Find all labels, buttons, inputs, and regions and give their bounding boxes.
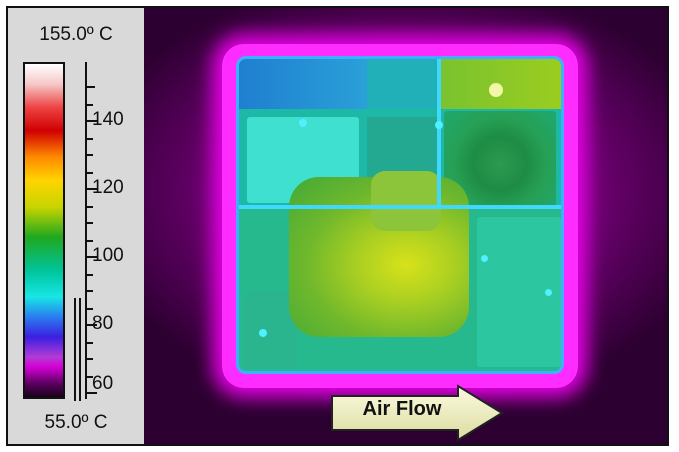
scale-tick — [87, 188, 97, 190]
scale-tick-label: 120 — [92, 177, 124, 198]
board-hot-spot-top — [371, 171, 441, 231]
circuit-board — [236, 56, 564, 374]
scale-tick — [87, 324, 97, 326]
board-spot — [481, 255, 488, 262]
scale-tick — [87, 392, 97, 394]
scale-tick — [87, 172, 93, 174]
board-spot — [545, 289, 552, 296]
board-divider-horizontal — [239, 205, 561, 209]
board-divider-vertical — [437, 59, 441, 207]
board-spot — [299, 119, 307, 127]
scale-reference-line — [74, 298, 76, 401]
board-spot — [489, 83, 503, 97]
scale-tick — [87, 358, 93, 360]
scale-tick — [87, 120, 97, 122]
scale-tick-label: 100 — [92, 245, 124, 266]
board-zone-top-left — [239, 59, 367, 109]
temperature-colorbar — [23, 62, 65, 399]
scale-max-label: 155.0º C — [39, 24, 113, 45]
scale-tick — [87, 376, 93, 378]
thermal-image-frame: 155.0º C 140 120 100 80 60 55.0º C — [6, 6, 669, 446]
scale-tick — [87, 342, 93, 344]
board-spot — [435, 121, 443, 129]
scale-tick-label: 60 — [92, 373, 114, 394]
scale-tick — [87, 86, 95, 88]
scale-tick-label: 140 — [92, 109, 124, 130]
scale-tick — [87, 154, 93, 156]
scale-tick-label: 80 — [92, 313, 114, 334]
scale-tick — [87, 308, 93, 310]
airflow-arrow — [331, 384, 504, 442]
thermal-image: Air Flow — [144, 8, 667, 444]
scale-tick — [87, 290, 93, 292]
scale-tick — [87, 256, 97, 258]
board-zone-top-middle — [367, 59, 437, 109]
scale-tick — [87, 138, 93, 140]
airflow-label: Air Flow — [362, 398, 442, 420]
scale-tick — [87, 222, 93, 224]
scale-axis-line — [85, 62, 87, 399]
board-component-bottom-left — [245, 291, 295, 369]
scale-tick — [87, 104, 93, 106]
temperature-scale-panel: 155.0º C 140 120 100 80 60 55.0º C — [8, 8, 144, 444]
scale-tick — [87, 206, 93, 208]
scale-reference-line — [79, 298, 81, 401]
scale-tick — [87, 274, 93, 276]
scale-min-label: 55.0º C — [44, 412, 108, 433]
board-spot — [259, 329, 267, 337]
scale-tick — [87, 240, 93, 242]
